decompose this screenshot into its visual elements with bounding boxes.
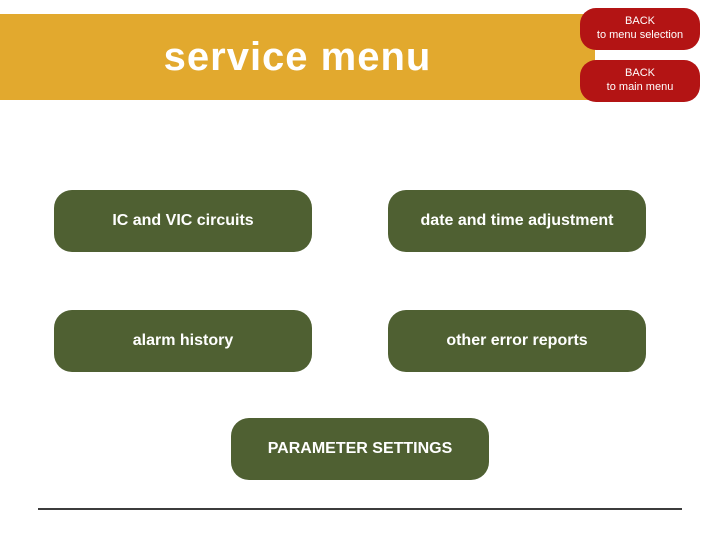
back-to-main-menu-button[interactable]: BACK to main menu	[580, 60, 700, 102]
back-label-line1: BACK	[625, 67, 655, 81]
menu-item-label: date and time adjustment	[421, 212, 614, 230]
back-to-menu-selection-button[interactable]: BACK to menu selection	[580, 8, 700, 50]
date-time-adjustment-button[interactable]: date and time adjustment	[388, 190, 646, 252]
header-bar: service menu	[0, 14, 595, 100]
page-title: service menu	[164, 35, 432, 80]
menu-item-label: other error reports	[446, 332, 587, 350]
menu-item-label: alarm history	[133, 332, 233, 350]
menu-item-label: PARAMETER SETTINGS	[268, 440, 453, 458]
parameter-settings-button[interactable]: PARAMETER SETTINGS	[231, 418, 489, 480]
other-error-reports-button[interactable]: other error reports	[388, 310, 646, 372]
page-root: service menu BACK to menu selection BACK…	[0, 0, 720, 540]
menu-item-label: IC and VIC circuits	[112, 212, 253, 230]
back-label-line2: to main menu	[607, 81, 674, 95]
back-label-line1: BACK	[625, 15, 655, 29]
alarm-history-button[interactable]: alarm history	[54, 310, 312, 372]
bottom-divider	[38, 508, 682, 510]
ic-vic-circuits-button[interactable]: IC and VIC circuits	[54, 190, 312, 252]
back-label-line2: to menu selection	[597, 29, 683, 43]
